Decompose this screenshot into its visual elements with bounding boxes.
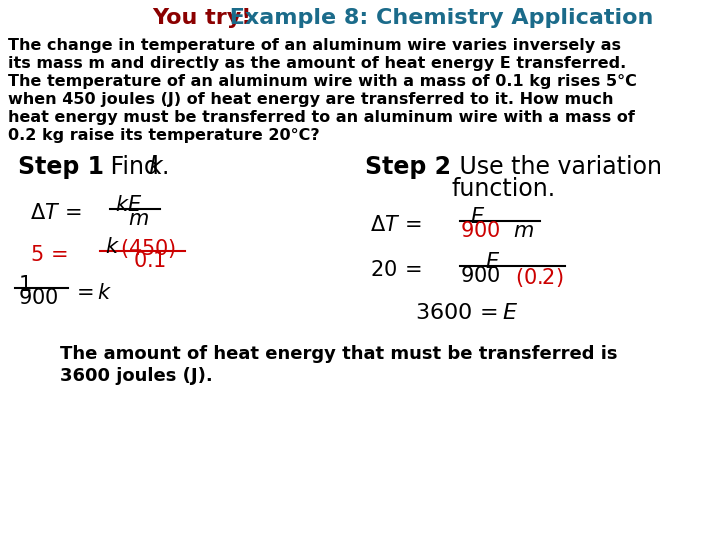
Text: when 450 joules (J) of heat energy are transferred to it. How much: when 450 joules (J) of heat energy are t… bbox=[8, 92, 613, 107]
Text: Example 8: Chemistry Application: Example 8: Chemistry Application bbox=[222, 8, 653, 28]
Text: $(450)$: $(450)$ bbox=[120, 237, 176, 260]
Text: $900$: $900$ bbox=[460, 266, 500, 286]
Text: $E$: $E$ bbox=[470, 207, 485, 227]
Text: heat energy must be transferred to an aluminum wire with a mass of: heat energy must be transferred to an al… bbox=[8, 110, 635, 125]
Text: $\Delta T\, =$: $\Delta T\, =$ bbox=[30, 203, 82, 223]
Text: Step 2: Step 2 bbox=[365, 155, 451, 179]
Text: $E$: $E$ bbox=[485, 252, 500, 272]
Text: k: k bbox=[148, 155, 161, 179]
Text: its mass m and directly as the amount of heat energy E transferred.: its mass m and directly as the amount of… bbox=[8, 56, 626, 71]
Text: 3600 joules (J).: 3600 joules (J). bbox=[60, 367, 212, 385]
Text: $20\, =$: $20\, =$ bbox=[370, 260, 421, 280]
Text: $900$: $900$ bbox=[460, 221, 500, 241]
Text: You try!: You try! bbox=[0, 539, 1, 540]
Text: $m$: $m$ bbox=[128, 209, 149, 229]
Text: $m$: $m$ bbox=[513, 221, 534, 241]
Text: $kE$: $kE$ bbox=[115, 195, 143, 215]
Text: $3600\, = E$: $3600\, = E$ bbox=[415, 303, 518, 323]
Text: Step 1: Step 1 bbox=[18, 155, 104, 179]
Text: $\Delta T\, =$: $\Delta T\, =$ bbox=[370, 215, 422, 235]
Text: .: . bbox=[161, 155, 168, 179]
Text: The change in temperature of an aluminum wire varies inversely as: The change in temperature of an aluminum… bbox=[8, 38, 621, 53]
Text: The temperature of an aluminum wire with a mass of 0.1 kg rises 5°C: The temperature of an aluminum wire with… bbox=[8, 74, 637, 89]
Text: Use the variation: Use the variation bbox=[452, 155, 662, 179]
Text: $900$: $900$ bbox=[18, 288, 58, 308]
Text: The amount of heat energy that must be transferred is: The amount of heat energy that must be t… bbox=[60, 345, 618, 363]
Text: You try!: You try! bbox=[152, 8, 251, 28]
Text: Find: Find bbox=[103, 155, 166, 179]
Text: $= k$: $= k$ bbox=[72, 283, 112, 303]
Text: $0.1$: $0.1$ bbox=[133, 251, 166, 271]
Text: 0.2 kg raise its temperature 20°C?: 0.2 kg raise its temperature 20°C? bbox=[8, 128, 320, 143]
Text: $1$: $1$ bbox=[18, 275, 32, 295]
Text: $k$: $k$ bbox=[105, 237, 120, 257]
Text: $5\, =$: $5\, =$ bbox=[30, 245, 68, 265]
Text: function.: function. bbox=[452, 177, 556, 201]
Text: $(0.2)$: $(0.2)$ bbox=[515, 266, 564, 289]
